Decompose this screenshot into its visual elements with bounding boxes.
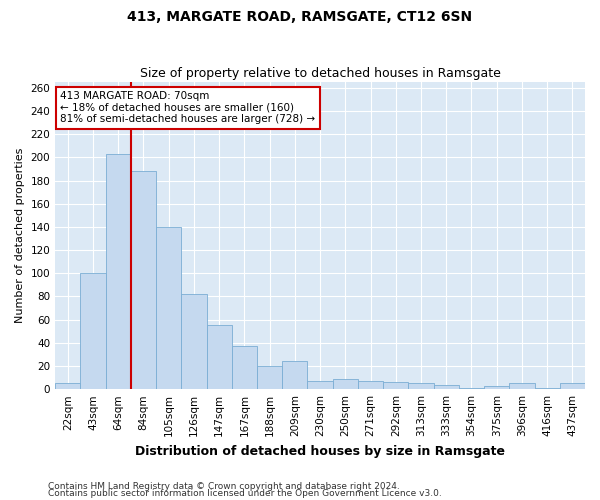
Text: 413, MARGATE ROAD, RAMSGATE, CT12 6SN: 413, MARGATE ROAD, RAMSGATE, CT12 6SN <box>127 10 473 24</box>
Text: 413 MARGATE ROAD: 70sqm
← 18% of detached houses are smaller (160)
81% of semi-d: 413 MARGATE ROAD: 70sqm ← 18% of detache… <box>61 92 316 124</box>
Text: Contains HM Land Registry data © Crown copyright and database right 2024.: Contains HM Land Registry data © Crown c… <box>48 482 400 491</box>
Bar <box>332 378 358 389</box>
Bar <box>535 388 560 389</box>
Text: Contains public sector information licensed under the Open Government Licence v3: Contains public sector information licen… <box>48 490 442 498</box>
Bar <box>206 326 232 389</box>
Bar <box>80 274 106 389</box>
Y-axis label: Number of detached properties: Number of detached properties <box>15 148 25 324</box>
Bar <box>560 384 585 389</box>
Bar <box>257 366 282 389</box>
Bar <box>484 386 509 389</box>
Bar <box>131 172 156 389</box>
Bar <box>181 294 206 389</box>
Bar <box>383 382 409 389</box>
Bar <box>55 384 80 389</box>
Bar <box>409 384 434 389</box>
Bar <box>232 346 257 389</box>
Bar <box>509 384 535 389</box>
Title: Size of property relative to detached houses in Ramsgate: Size of property relative to detached ho… <box>140 66 500 80</box>
Bar <box>459 388 484 389</box>
Bar <box>106 154 131 389</box>
Bar <box>358 381 383 389</box>
Bar <box>307 381 332 389</box>
Bar <box>434 384 459 389</box>
X-axis label: Distribution of detached houses by size in Ramsgate: Distribution of detached houses by size … <box>135 444 505 458</box>
Bar <box>282 362 307 389</box>
Bar <box>156 227 181 389</box>
